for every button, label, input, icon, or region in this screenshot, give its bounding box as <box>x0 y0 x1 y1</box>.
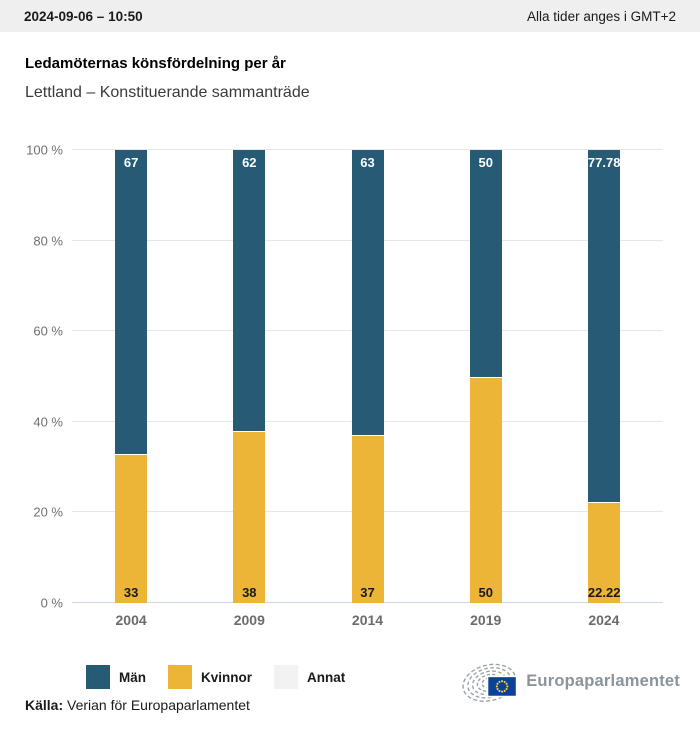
bar-segment-kvinnor-2009[interactable]: 38 <box>233 430 266 603</box>
y-axis-tick-label: 80 % <box>33 233 63 249</box>
bars-container: 67 33 2004 62 38 2009 63 37 2014 50 50 2019 77.78 22.… <box>72 150 663 628</box>
plot-area: 0 % 20 % 40 % 60 % 80 % 100 % 67 33 2004 62 38 2009… <box>26 143 663 628</box>
bar-segment-kvinnor-2024[interactable]: 22.22 <box>587 502 621 603</box>
bar-value-label: 37 <box>360 585 375 600</box>
x-axis-label-2014: 2014 <box>351 612 384 628</box>
header-bar: 2024-09-06 – 10:50 Alla tider anges i GM… <box>0 0 700 32</box>
europaparlamentet-logo: Europaparlamentet <box>460 654 680 709</box>
legend-swatch-kvinnor <box>168 665 192 689</box>
legend-label: Män <box>119 669 146 685</box>
y-axis-tick-label: 60 % <box>33 323 63 339</box>
y-axis-tick-label: 40 % <box>33 414 63 430</box>
bar-value-label: 22.22 <box>587 585 621 600</box>
ep-hemicycle-icon <box>462 663 518 702</box>
stacked-bar-2004[interactable]: 67 33 <box>115 150 148 603</box>
bar-segment-män-2014[interactable]: 63 <box>351 150 384 436</box>
bar-segment-kvinnor-2019[interactable]: 50 <box>469 376 502 603</box>
bar-value-label: 62 <box>242 155 257 170</box>
x-axis-label-2004: 2004 <box>115 612 147 628</box>
bar-segment-män-2004[interactable]: 67 <box>115 150 148 454</box>
stacked-bar-2024[interactable]: 77.78 22.22 <box>587 150 621 603</box>
x-axis-label-2024: 2024 <box>588 612 620 628</box>
bar-value-label: 77.78 <box>587 155 621 170</box>
bar-segment-män-2009[interactable]: 62 <box>233 150 266 431</box>
category-column-2024: 77.78 22.22 2024 <box>545 150 663 628</box>
bar-segment-män-2024[interactable]: 77.78 <box>587 150 621 503</box>
legend-label: Annat <box>307 669 346 685</box>
y-axis-tick-label: 0 % <box>40 595 63 611</box>
header-timezone-note: Alla tider anges i GMT+2 <box>527 8 676 24</box>
legend: Män Kvinnor Annat <box>86 665 345 689</box>
header-datetime: 2024-09-06 – 10:50 <box>24 8 143 24</box>
legend-label: Kvinnor <box>201 669 253 685</box>
bar-value-label: 38 <box>242 585 257 600</box>
legend-swatch-annat <box>274 665 299 689</box>
x-axis-label-2019: 2019 <box>470 612 502 628</box>
chart-title: Ledamöternas könsfördelning per år <box>25 55 286 72</box>
bar-segment-män-2019[interactable]: 50 <box>469 150 502 377</box>
bar-value-label: 50 <box>478 155 493 170</box>
bar-segment-kvinnor-2004[interactable]: 33 <box>115 453 148 603</box>
chart-subtitle: Lettland – Konstituerande sammanträde <box>25 84 310 101</box>
stacked-bar-2019[interactable]: 50 50 <box>469 150 502 603</box>
bar-segment-kvinnor-2014[interactable]: 37 <box>351 435 384 603</box>
y-axis-tick-label: 20 % <box>33 504 63 520</box>
category-column-2014: 63 37 2014 <box>308 150 426 628</box>
logo-text: Europaparlamentet <box>526 672 680 690</box>
category-column-2019: 50 50 2019 <box>427 150 545 628</box>
y-axis-tick-label: 100 % <box>26 142 63 158</box>
legend-item-annat[interactable]: Annat <box>274 665 345 689</box>
legend-swatch-män <box>86 665 110 689</box>
eu-flag-icon <box>486 675 518 697</box>
source-line: Källa: Verian för Europaparlamentet <box>25 697 250 713</box>
category-column-2009: 62 38 2009 <box>190 150 308 628</box>
bar-value-label: 67 <box>123 155 139 170</box>
source-text: Verian för Europaparlamentet <box>67 697 250 713</box>
gridline-100 <box>72 149 663 150</box>
x-axis-label-2009: 2009 <box>233 612 265 628</box>
bar-value-label: 33 <box>123 585 139 600</box>
bar-value-label: 50 <box>478 585 493 600</box>
stacked-bar-2009[interactable]: 62 38 <box>233 150 266 603</box>
bar-value-label: 63 <box>360 155 375 170</box>
category-column-2004: 67 33 2004 <box>72 150 190 628</box>
legend-item-kvinnor[interactable]: Kvinnor <box>168 665 252 689</box>
source-label: Källa: <box>25 697 64 713</box>
legend-item-män[interactable]: Män <box>86 665 146 689</box>
stacked-bar-2014[interactable]: 63 37 <box>351 150 384 603</box>
